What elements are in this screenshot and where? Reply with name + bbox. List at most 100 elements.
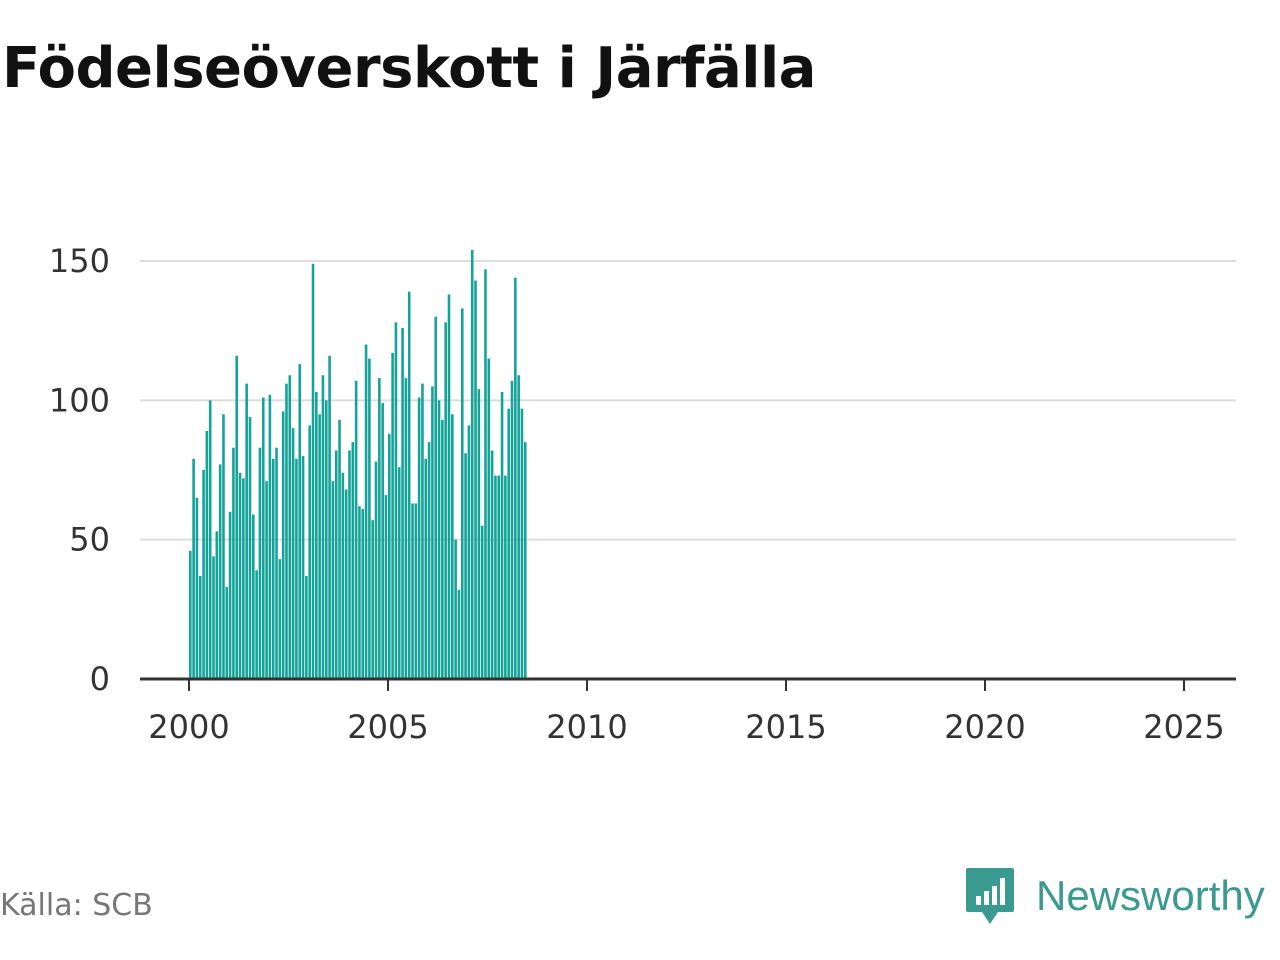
bar (480, 525, 484, 679)
bar (487, 358, 491, 679)
bar (358, 506, 361, 679)
bar (348, 450, 351, 679)
bar (427, 442, 431, 679)
bar (364, 344, 368, 679)
brand-logo[interactable]: Newsworthy (964, 866, 1265, 926)
x-tick-label: 2010 (546, 708, 627, 746)
bar (351, 442, 355, 679)
bar (421, 383, 424, 679)
bar (344, 489, 348, 679)
bar (321, 375, 325, 679)
bar (451, 414, 454, 679)
bar (378, 378, 381, 679)
bar (202, 470, 205, 679)
bar (474, 280, 477, 679)
bar (265, 481, 268, 679)
bar (477, 389, 481, 679)
newsworthy-logo-icon (966, 868, 1014, 924)
bar (431, 386, 434, 679)
x-tick-label: 2025 (1143, 708, 1224, 746)
bar (354, 380, 358, 679)
x-tick-label: 2005 (347, 708, 428, 746)
bar (520, 408, 524, 679)
source-label: Källa: SCB (0, 888, 153, 923)
bar (261, 397, 265, 679)
bar (189, 550, 192, 679)
bar (242, 478, 245, 679)
bar (334, 450, 338, 679)
bar (388, 433, 391, 679)
bar (258, 447, 262, 679)
bar (371, 520, 375, 679)
bar (298, 364, 302, 679)
bar (374, 461, 378, 679)
bar (328, 355, 331, 679)
bar (437, 400, 441, 679)
bar (384, 495, 388, 679)
bar (394, 322, 398, 679)
bar (444, 322, 447, 679)
bar (195, 497, 199, 679)
bar (212, 556, 215, 679)
bar (484, 269, 487, 679)
bar (305, 575, 308, 679)
bar (315, 391, 318, 679)
bar (507, 408, 510, 679)
bar (308, 425, 311, 679)
bar (285, 383, 288, 679)
grid-lines (140, 260, 1236, 541)
bar (500, 391, 504, 679)
bar (278, 559, 282, 679)
bar (391, 352, 394, 679)
bar (268, 394, 272, 679)
brand-name: Newsworthy (1036, 872, 1265, 919)
bar (490, 450, 494, 679)
bar (464, 453, 467, 679)
bar (232, 447, 235, 679)
bar (368, 358, 371, 679)
bar (467, 425, 471, 679)
bar (208, 400, 212, 679)
bar (523, 442, 527, 679)
bar (497, 475, 501, 679)
bar (291, 428, 295, 679)
bar (441, 419, 444, 679)
bar (252, 514, 255, 679)
bar (517, 375, 520, 679)
bar (331, 481, 335, 679)
bar (397, 467, 401, 679)
bar (205, 430, 209, 679)
bar (411, 503, 414, 679)
y-tick-label: 150 (49, 242, 110, 280)
bar (381, 403, 384, 679)
x-tick-label: 2015 (745, 708, 826, 746)
x-tick-label: 2020 (944, 708, 1025, 746)
bar (404, 378, 408, 679)
bar (235, 355, 239, 679)
bar (434, 316, 438, 679)
bar (318, 414, 321, 679)
bar (457, 589, 461, 679)
bar (324, 400, 328, 679)
x-tick-label: 2000 (148, 708, 229, 746)
bar (447, 294, 451, 679)
bar (225, 587, 229, 679)
bar (248, 417, 252, 679)
bar (288, 375, 292, 679)
bar (311, 263, 315, 679)
bar (361, 509, 365, 679)
bar (407, 291, 411, 679)
chart-title: Födelseöverskott i Järfälla (2, 36, 816, 101)
bar (401, 327, 404, 679)
bar (295, 458, 298, 679)
bar (414, 503, 418, 679)
bar (245, 383, 248, 679)
bar (198, 575, 202, 679)
bar (470, 249, 474, 679)
y-tick-label: 100 (49, 381, 110, 419)
x-axis-ticks: 2000 2005 2010 2015 2020 2025 (148, 679, 1225, 746)
bar (424, 458, 428, 679)
bar (510, 380, 514, 679)
bar (417, 397, 421, 679)
